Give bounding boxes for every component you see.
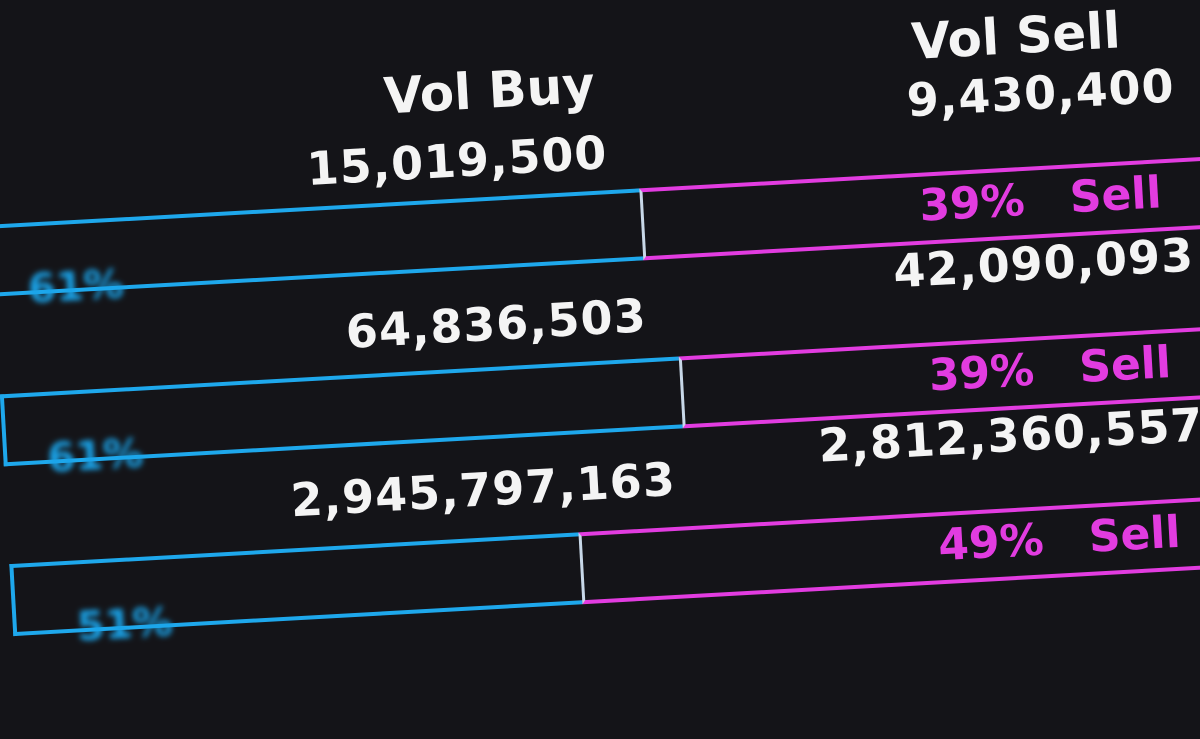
buy-percent: 61% bbox=[46, 430, 145, 482]
buy-bar: 61% bbox=[0, 356, 683, 482]
sell-percent: 39% Sell bbox=[918, 167, 1163, 231]
sell-bar: 49% Sell bbox=[578, 491, 1200, 605]
buy-percent: 51% bbox=[75, 599, 174, 651]
buy-bar: 61% bbox=[0, 188, 644, 313]
vol-buy-header: Vol Buy bbox=[382, 55, 597, 126]
buy-volume: 64,836,503 bbox=[344, 288, 648, 359]
sell-percent: 49% Sell bbox=[937, 507, 1182, 571]
sell-percent: 39% Sell bbox=[927, 337, 1172, 401]
sell-label: Sell bbox=[1077, 337, 1173, 394]
buy-volume: 2,945,797,163 bbox=[289, 451, 678, 528]
vol-sell-header: Vol Sell bbox=[909, 1, 1122, 71]
sell-label: Sell bbox=[1087, 506, 1182, 563]
buy-bar: 51% bbox=[9, 532, 583, 650]
sell-label: Sell bbox=[1068, 167, 1163, 224]
buy-volume: 15,019,500 bbox=[305, 125, 609, 196]
sell-percent-value: 39% bbox=[927, 344, 1036, 402]
buy-percent: 61% bbox=[26, 261, 125, 313]
sell-percent-value: 39% bbox=[917, 174, 1026, 232]
sell-percent-value: 49% bbox=[936, 514, 1045, 572]
